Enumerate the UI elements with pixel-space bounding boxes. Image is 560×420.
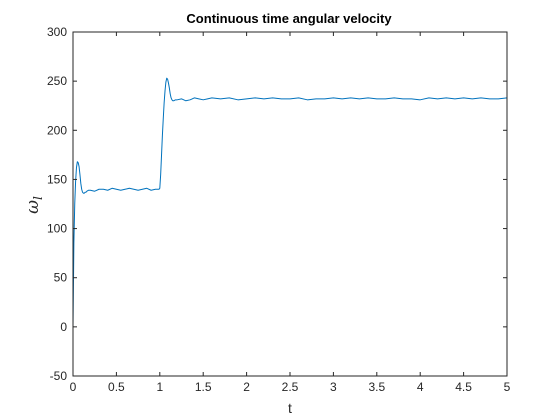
x-axis-label: t xyxy=(288,400,292,416)
x-tick-label: 3.5 xyxy=(368,380,385,394)
x-tick-label: 0.5 xyxy=(108,380,125,394)
x-tick-label: 1 xyxy=(156,380,163,394)
series-line-0 xyxy=(72,77,508,327)
y-tick-label: 200 xyxy=(47,123,67,137)
chart-title: Continuous time angular velocity xyxy=(186,11,392,26)
x-axis: 0 0.5 1 1.5 2 2.5 3 3.5 4 4.5 5 xyxy=(70,32,511,394)
y-tick-label: 150 xyxy=(47,172,67,186)
x-tick-label: 2 xyxy=(243,380,250,394)
x-tick-label: 4.5 xyxy=(455,380,472,394)
y-tick-label: 250 xyxy=(47,74,67,88)
x-tick-label: 2.5 xyxy=(282,380,299,394)
y-axis-label: ωl xyxy=(23,196,45,214)
x-tick-label: 3 xyxy=(330,380,337,394)
y-tick-label: 50 xyxy=(54,271,68,285)
y-axis-label-symbol: ω xyxy=(23,200,43,214)
x-tick-label: 4 xyxy=(417,380,424,394)
x-tick-label: 0 xyxy=(70,380,77,394)
y-tick-label: 0 xyxy=(60,320,67,334)
plot-area: 0 0.5 1 1.5 2 2.5 3 3.5 4 4.5 5 -50050100150200250… xyxy=(47,25,511,394)
y-tick-label: -50 xyxy=(50,369,68,383)
y-tick-label: 300 xyxy=(47,25,67,39)
y-tick-label: 100 xyxy=(47,222,67,236)
axes-background xyxy=(73,32,507,376)
y-axis: -50 0 50 100 150 200 250 300 xyxy=(47,25,507,383)
y-axis-label-subscript: l xyxy=(31,196,45,200)
data-layer xyxy=(72,77,508,327)
x-tick-label: 5 xyxy=(504,380,511,394)
x-tick-label: 1.5 xyxy=(195,380,212,394)
